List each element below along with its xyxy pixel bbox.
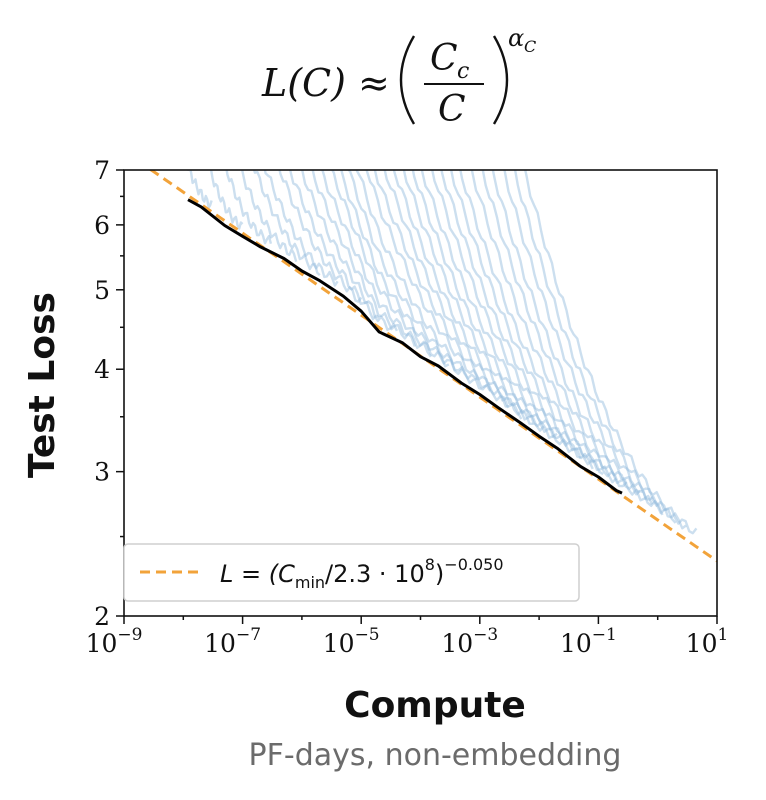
training-run-line <box>278 170 363 303</box>
training-run-line <box>186 170 213 209</box>
equation-approx: ≈ <box>358 61 390 105</box>
training-run-line <box>339 170 463 376</box>
x-axis: 10−9 10−7 10−5 10−3 10−1 101 <box>86 616 729 658</box>
training-run-line <box>440 170 604 476</box>
training-run-line <box>288 170 380 321</box>
training-run-line <box>470 170 641 496</box>
training-run-line <box>459 170 628 488</box>
y-tick-label: 5 <box>94 276 110 305</box>
training-run-line <box>311 170 416 347</box>
frontier-line <box>187 198 623 495</box>
x-axis-label: Compute <box>344 685 526 726</box>
x-tick-label: 101 <box>686 625 729 658</box>
y-tick-label: 3 <box>94 458 110 487</box>
training-run-line <box>383 170 534 425</box>
legend-box <box>123 543 580 602</box>
training-run-line <box>431 170 594 470</box>
training-run-line <box>301 170 398 332</box>
x-tick-label: 10−3 <box>441 625 498 658</box>
frontier-group <box>187 198 623 495</box>
equation-numerator: C <box>430 38 458 79</box>
equation-numerator-sub: c <box>457 59 469 84</box>
training-run-line <box>321 170 432 358</box>
training-run-line <box>513 170 687 530</box>
training-run-line <box>225 170 273 245</box>
x-axis-sublabel: PF-days, non-embedding <box>249 738 622 773</box>
training-run-line <box>330 170 450 368</box>
training-run-line <box>209 170 244 230</box>
scaling-law-equation: L(C) ≈ C c C α C <box>261 24 536 130</box>
training-run-line <box>524 170 698 535</box>
equation-denominator: C <box>438 89 466 130</box>
training-run-line <box>373 170 523 420</box>
training-run-line <box>355 170 492 392</box>
training-run-line <box>503 170 677 524</box>
training-run-line <box>450 170 618 484</box>
x-tick-label: 10−7 <box>204 625 261 658</box>
y-tick-label: 6 <box>94 211 110 240</box>
x-tick-label: 10−9 <box>86 625 143 658</box>
y-axis-label: Test Loss <box>22 292 63 478</box>
y-axis: 2 3 4 5 6 7 <box>94 156 124 631</box>
training-runs <box>186 170 698 535</box>
legend-fit-label: L = (Cmin/2.3 · 108)−0.050 <box>220 555 504 592</box>
legend: L = (Cmin/2.3 · 108)−0.050 <box>123 543 580 602</box>
y-tick-label: 2 <box>94 602 110 631</box>
training-run-line <box>365 170 510 409</box>
training-run-line <box>481 170 654 505</box>
training-run-line <box>392 170 545 432</box>
x-tick-label: 10−5 <box>323 625 380 658</box>
equation-left-paren <box>399 35 416 125</box>
training-run-line <box>263 170 339 287</box>
training-run-line <box>240 170 298 263</box>
training-run-line <box>491 170 664 516</box>
equation-lhs: L(C) <box>261 61 346 105</box>
equation-exponent-sub: C <box>524 37 536 56</box>
y-tick-label: 4 <box>94 355 110 384</box>
equation-right-paren <box>492 35 509 125</box>
training-run-line <box>420 170 582 459</box>
training-run-line <box>402 170 558 439</box>
x-tick-label: 10−1 <box>560 625 617 658</box>
training-run-line <box>411 170 569 446</box>
training-run-line <box>252 170 321 276</box>
training-run-line <box>347 170 478 385</box>
equation-exponent: α <box>508 24 524 52</box>
y-tick-label: 7 <box>94 156 110 185</box>
